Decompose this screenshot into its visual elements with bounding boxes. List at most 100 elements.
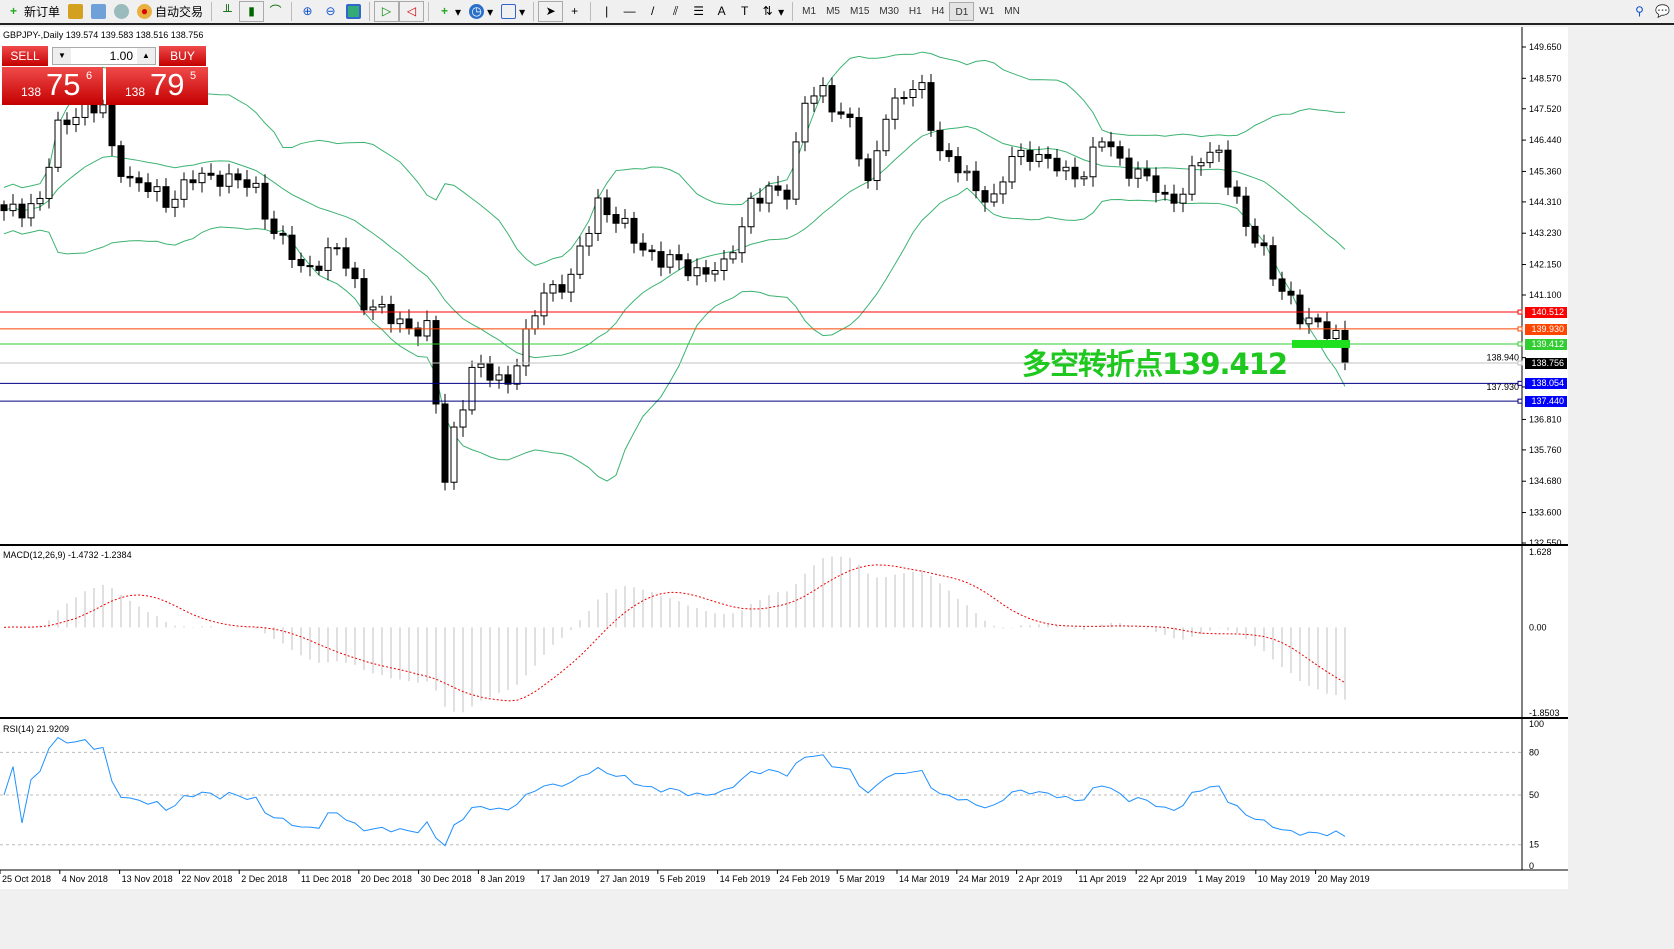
auto-trading-button[interactable]: ● 自动交易 (133, 1, 207, 22)
candlestick-icon: ▮ (248, 4, 255, 18)
price-tick-label: 148.570 (1529, 73, 1562, 83)
templates-button[interactable]: ▾ (497, 1, 529, 22)
buy-price[interactable]: 138 79 5 (106, 67, 208, 105)
cursor-tool[interactable]: ➤ (538, 1, 564, 22)
lot-increase-button[interactable]: ▲ (137, 48, 155, 64)
fibonacci-tool[interactable]: ☰ (687, 1, 710, 22)
trendline-tool[interactable]: / (641, 1, 664, 22)
timeframe-mn[interactable]: MN (1004, 6, 1020, 17)
chat-button[interactable]: 💬 (1651, 1, 1674, 22)
time-tick-label: 14 Mar 2019 (899, 874, 950, 884)
sell-price-pips: 75 (46, 67, 81, 102)
label-tool[interactable]: T (733, 1, 756, 22)
candle-body (315, 265, 323, 271)
navigator-icon (91, 4, 107, 19)
horizontal-line-tool[interactable]: — (618, 1, 641, 22)
arrows-tool[interactable]: ⇅ ▾ (756, 1, 788, 22)
search-button[interactable]: ⚲ (1628, 1, 1651, 22)
candle-body (558, 284, 566, 293)
candle-body (1215, 149, 1223, 153)
rsi-axis-label: 50 (1529, 790, 1539, 800)
navigator-button[interactable] (87, 1, 110, 22)
candle-body (270, 218, 278, 234)
candle-body (567, 273, 575, 293)
candlestick-button[interactable]: ▮ (239, 1, 265, 22)
market-watch-button[interactable] (64, 1, 87, 22)
sell-button[interactable]: SELL (2, 46, 48, 66)
tile-windows-button[interactable] (342, 1, 365, 22)
candle (1089, 136, 1097, 187)
candle-body (495, 374, 503, 381)
candle (765, 181, 773, 213)
level-price-label: 137.440 (1525, 396, 1567, 408)
pivot-marker (1292, 339, 1350, 348)
candle-body (261, 182, 269, 220)
macd-signal-line (3, 564, 1346, 702)
candle-body (1026, 149, 1034, 162)
timeframe-m30[interactable]: M30 (879, 6, 899, 17)
bar-chart-button[interactable]: ╨ (216, 1, 239, 22)
lot-stepper[interactable]: ▼ 1.00 ▲ (52, 47, 156, 65)
candle-body (1188, 165, 1196, 195)
sell-price[interactable]: 138 75 6 (2, 67, 103, 105)
candle (243, 169, 251, 197)
candle-body (18, 203, 26, 219)
timeframe-h4[interactable]: H4 (931, 6, 945, 17)
timeframe-m5[interactable]: M5 (826, 6, 840, 17)
buy-button[interactable]: BUY (159, 46, 206, 66)
timeframe-w1[interactable]: W1 (979, 6, 995, 17)
chart-window[interactable]: 149.650 148.570 147.520 146.440 145.360 144.3… (0, 27, 1568, 889)
indicators-button[interactable]: + ▾ (433, 1, 465, 22)
candle-body (135, 177, 143, 184)
autoscroll-button[interactable]: ▷ (374, 1, 400, 22)
zoom-out-button[interactable]: ⊖ (319, 1, 342, 22)
candle-body (306, 265, 314, 268)
lot-decrease-button[interactable]: ▼ (53, 48, 71, 64)
signals-button[interactable] (110, 1, 133, 22)
zoom-in-button[interactable]: ⊕ (296, 1, 319, 22)
candle-body (1071, 166, 1079, 180)
gold-bar-icon (68, 4, 84, 19)
chart-shift-button[interactable]: ◁ (399, 1, 425, 22)
line-chart-button[interactable]: ⌒ (264, 1, 287, 22)
chart-canvas[interactable]: 149.650 148.570 147.520 146.440 145.360 144.3… (0, 27, 1568, 889)
vertical-line-tool[interactable]: | (595, 1, 618, 22)
candle (270, 210, 278, 240)
candle-body (585, 232, 593, 247)
candle (54, 111, 62, 173)
candle (1053, 149, 1061, 177)
candle (1071, 157, 1079, 188)
candle-body (423, 320, 431, 337)
candle-body (972, 170, 980, 192)
candle (1134, 161, 1142, 188)
candle (1314, 313, 1322, 328)
timeframe-m15[interactable]: M15 (849, 6, 870, 17)
price-tick-label: 142.150 (1529, 260, 1562, 270)
crosshair-tool[interactable]: + (563, 1, 586, 22)
timeframe-h1[interactable]: H1 (908, 6, 922, 17)
level-handle (1517, 360, 1523, 366)
candle-body (801, 102, 809, 143)
candle (1044, 146, 1052, 169)
candle (1062, 160, 1070, 181)
text-tool[interactable]: A (710, 1, 733, 22)
candle (738, 217, 746, 263)
lot-input[interactable]: 1.00 (109, 49, 133, 63)
candle (558, 274, 566, 300)
periods-button[interactable]: ◷ ▾ (465, 1, 497, 22)
divider (428, 2, 430, 21)
timeframe-m1[interactable]: M1 (802, 6, 817, 17)
new-order-button[interactable]: + 新订单 (2, 1, 64, 22)
channel-tool[interactable]: ⫽ (664, 1, 687, 22)
candle (45, 158, 53, 209)
candle-body (774, 185, 782, 191)
candle (1098, 137, 1106, 152)
level-handle (1517, 380, 1523, 386)
candle (1260, 234, 1268, 256)
timeframe-d1[interactable]: D1 (949, 2, 975, 21)
candle (288, 225, 296, 269)
candle-body (1035, 154, 1043, 162)
candle-body (909, 89, 917, 98)
candle-body (918, 82, 926, 91)
time-tick-label: 10 May 2019 (1258, 874, 1310, 884)
